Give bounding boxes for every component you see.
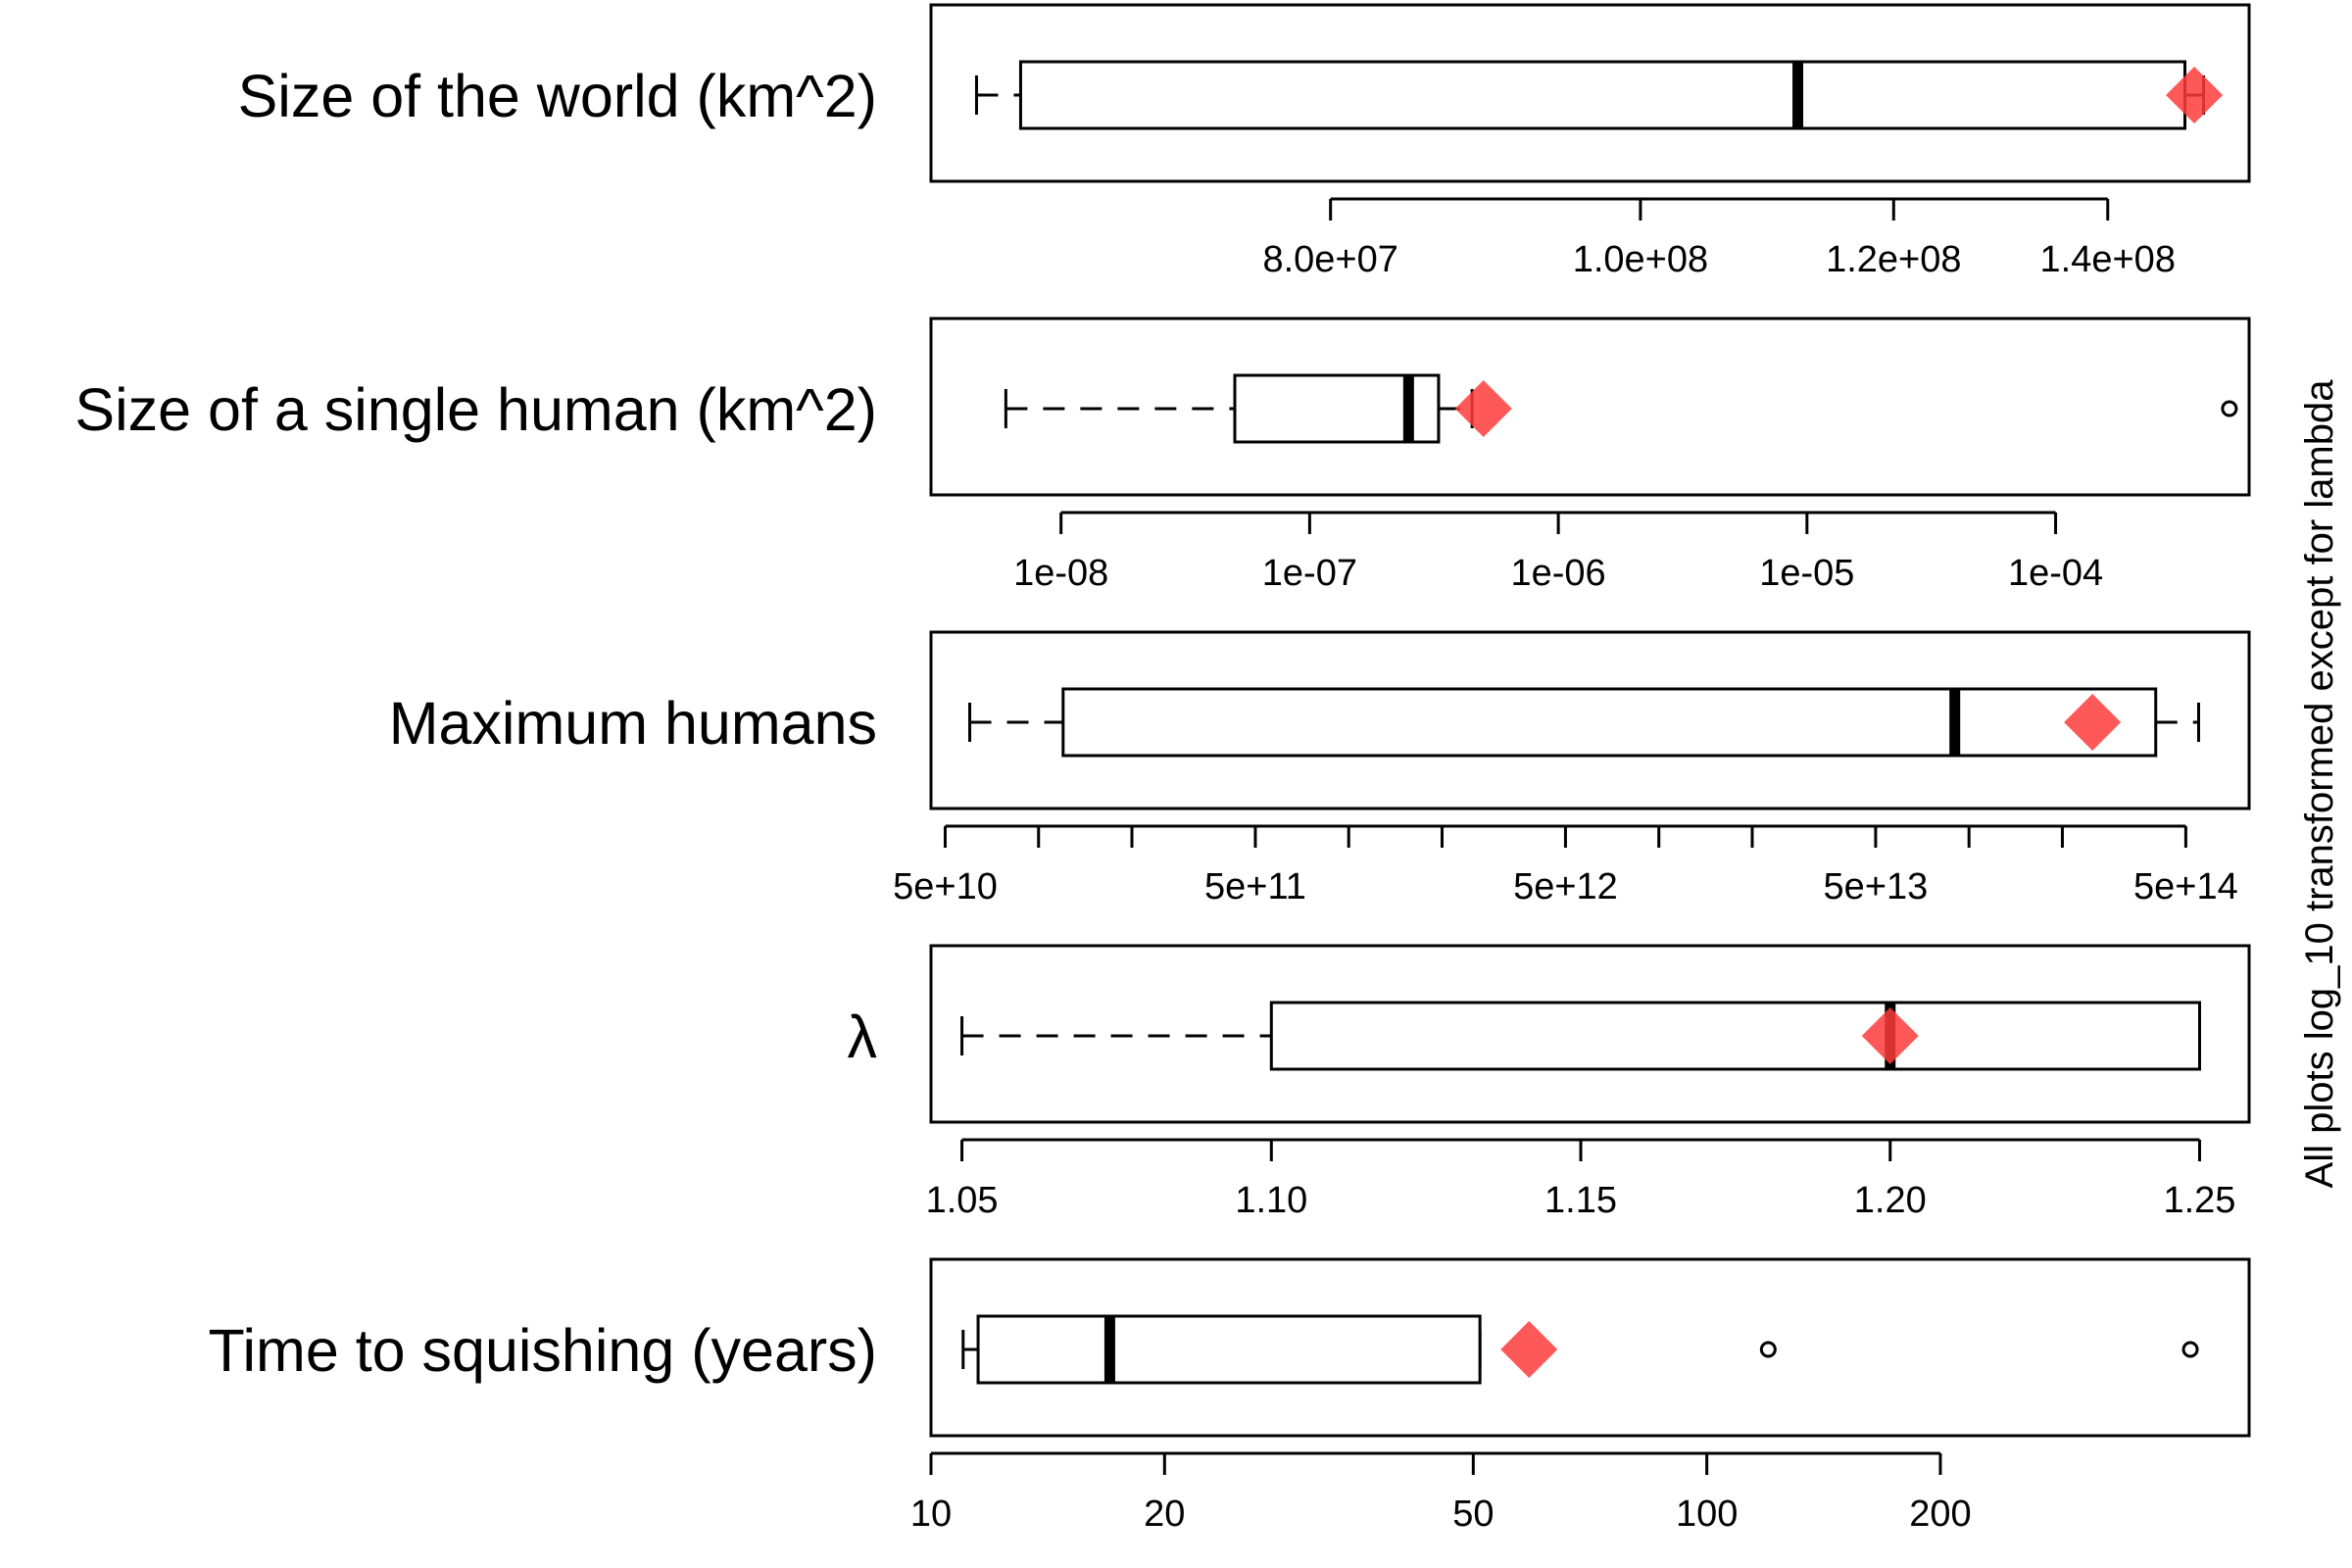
x-tick-label: 1.05	[926, 1180, 999, 1221]
x-tick-label: 5e+10	[893, 866, 998, 907]
panel-title: λ	[848, 1004, 878, 1070]
x-tick-label: 5e+11	[1204, 866, 1306, 907]
panel-frame	[929, 1257, 2251, 1438]
x-tick-label: 1e-04	[2008, 553, 2103, 594]
x-tick-label: 20	[1144, 1494, 1185, 1535]
panel-frame	[929, 317, 2251, 497]
marker-diamond	[1861, 1007, 1919, 1064]
marker-diamond	[2064, 694, 2122, 751]
x-tick-label: 1.2e+08	[1826, 239, 1961, 280]
marker-diamond	[2166, 67, 2224, 123]
panel-frame	[929, 630, 2251, 810]
x-tick-label: 1.0e+08	[1573, 239, 1708, 280]
x-tick-label: 1.10	[1235, 1180, 1307, 1221]
x-tick-label: 5e+12	[1513, 866, 1618, 907]
iqr-box	[1018, 60, 2187, 130]
side-note: All plots log_10 transformed except for …	[2298, 379, 2341, 1189]
x-tick-label: 1.4e+08	[2040, 239, 2176, 280]
panel-title: Size of the world (km^2)	[238, 63, 877, 129]
outlier-point	[2181, 1341, 2199, 1358]
x-tick-label: 1e-08	[1013, 553, 1108, 594]
x-tick-label: 1e-07	[1262, 553, 1357, 594]
x-tick-label: 1e-05	[1759, 553, 1854, 594]
panel-2: Maximum humans 5e+10 5e+11 5e+12 5e+13 5e+14	[389, 630, 2251, 907]
marker-diamond	[1500, 1321, 1558, 1378]
x-tick-label: 1.15	[1544, 1180, 1617, 1221]
panel-1: Size of a single human (km^2) 1e-08 1e-07 1…	[74, 317, 2251, 594]
panel-frame	[929, 944, 2251, 1124]
panel-0: Size of the world (km^2) 8.0e+07 1.0e+08 1.…	[238, 3, 2251, 280]
iqr-box	[1061, 687, 2158, 758]
outlier-point	[2221, 400, 2238, 417]
x-tick-label: 1.20	[1854, 1180, 1927, 1221]
x-tick-label: 10	[910, 1494, 952, 1535]
x-tick-label: 5e+13	[1824, 866, 1929, 907]
panel-title: Maximum humans	[389, 690, 877, 757]
iqr-box	[976, 1314, 1482, 1385]
x-tick-label: 1e-06	[1511, 553, 1606, 594]
panel-title: Time to squishing (years)	[208, 1317, 877, 1384]
panel-3: λ 1.05 1.10 1.15 1.20 1.25	[848, 944, 2251, 1221]
x-tick-label: 8.0e+07	[1262, 239, 1397, 280]
panel-title: Size of a single human (km^2)	[74, 376, 877, 443]
panel-4: Time to squishing (years) 10 20 50 100 200	[208, 1257, 2251, 1535]
x-tick-label: 5e+14	[2133, 866, 2238, 907]
x-tick-label: 1.25	[2163, 1180, 2235, 1221]
marker-diamond	[1454, 380, 1512, 437]
panel-frame	[929, 3, 2251, 183]
x-tick-label: 200	[1909, 1494, 1971, 1535]
iqr-box	[1269, 1001, 2201, 1071]
outlier-point	[1759, 1341, 1777, 1358]
x-tick-label: 100	[1676, 1494, 1738, 1535]
x-tick-label: 50	[1452, 1494, 1494, 1535]
